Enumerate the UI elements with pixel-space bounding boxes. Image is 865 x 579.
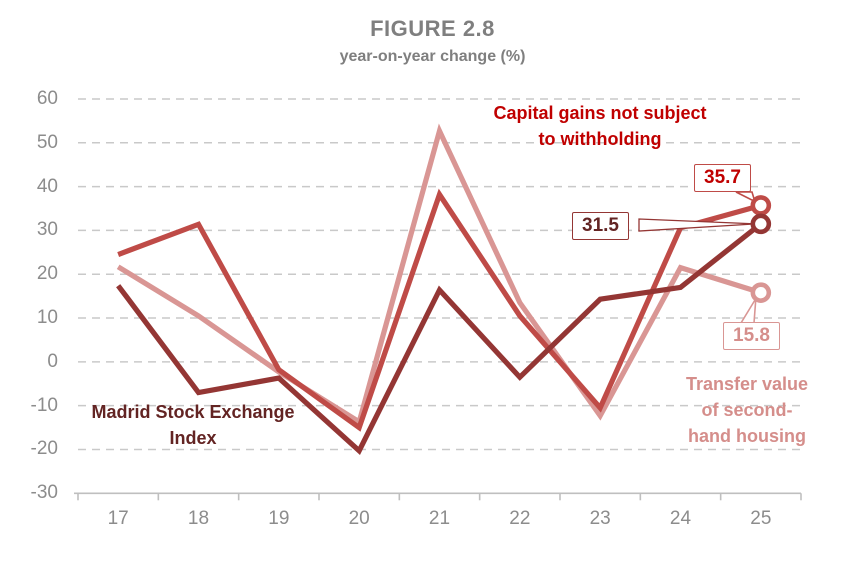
- x-axis-label: 17: [107, 508, 129, 529]
- y-axis-label: -30: [30, 482, 58, 504]
- x-axis-label: 22: [509, 508, 531, 529]
- series-line-capital_gains: [117, 188, 762, 432]
- end-marker-madrid_index: [750, 213, 772, 235]
- chart-title: FIGURE 2.8: [370, 16, 495, 41]
- callout-pointer-transfer: [739, 298, 757, 324]
- series-label-capital-gains: Capital gains not subject to withholding: [493, 103, 707, 149]
- data-label-transfer-value-15-8: 15.8: [723, 322, 780, 350]
- y-axis-label: 60: [36, 88, 58, 109]
- x-axis-label: 19: [268, 508, 290, 529]
- x-axis-label: 25: [750, 508, 772, 529]
- y-axis-label: 50: [36, 131, 58, 153]
- x-axis-label: 24: [669, 508, 692, 529]
- end-marker-transfer_value: [750, 282, 772, 303]
- y-axis-label: -10: [30, 394, 58, 416]
- series-line-madrid_index: [116, 221, 763, 456]
- y-axis-label: 30: [36, 219, 58, 241]
- end-marker-capital_gains: [750, 195, 772, 216]
- y-axis-label: 40: [36, 175, 58, 197]
- x-axis-label: 21: [428, 508, 451, 529]
- y-axis-label: 20: [36, 263, 58, 285]
- data-label-capital-gains-35-7: 35.7: [694, 164, 751, 192]
- callout-leader-madrid: [638, 218, 756, 232]
- x-axis-label: 18: [187, 508, 210, 529]
- series-line-transfer_value: [116, 123, 762, 426]
- series-label-madrid-index: Madrid Stock Exchange Index: [91, 402, 295, 448]
- chart-subtitle: year-on-year change (%): [339, 48, 526, 65]
- x-axis-label: 20: [348, 508, 370, 529]
- y-axis-label: -20: [30, 438, 58, 460]
- y-axis-label: 10: [36, 307, 58, 329]
- data-label-madrid-index-31-5: 31.5: [572, 212, 629, 240]
- series-label-transfer-value: Transfer value of second- hand housing: [685, 374, 809, 446]
- y-axis-label: 0: [47, 350, 58, 372]
- x-axis-label: 23: [589, 508, 611, 529]
- callout-pointer-capital: [735, 191, 757, 204]
